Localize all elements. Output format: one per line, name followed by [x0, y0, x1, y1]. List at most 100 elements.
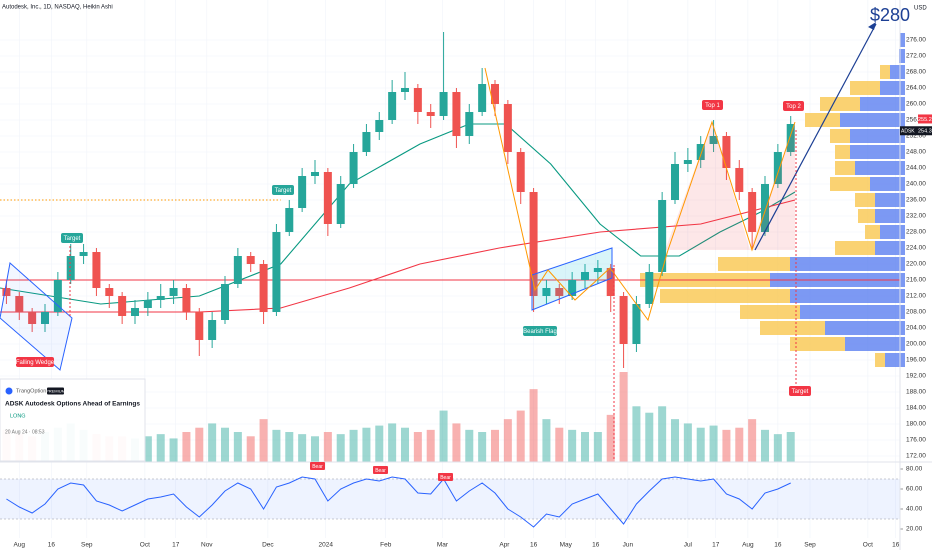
label-top-1: Top 1 — [702, 100, 723, 110]
candle-body — [362, 132, 371, 152]
idea-direction: LONG — [10, 413, 26, 419]
x-tick-label: 16 — [774, 542, 782, 549]
x-tick-label: 2024 — [318, 542, 333, 549]
candle-body — [285, 208, 294, 232]
avatar — [5, 387, 13, 395]
profile-sell — [850, 81, 880, 95]
y-tick-label: 268.00 — [906, 69, 926, 76]
y-tick-label: 208.00 — [906, 309, 926, 316]
profile-buy — [860, 97, 905, 111]
idea-card[interactable]: TrangOptions PREMIUM ADSK Autodesk Optio… — [0, 378, 146, 462]
profile-sell — [835, 145, 850, 159]
candle-body — [645, 272, 654, 304]
profile-sell — [858, 209, 875, 223]
y-tick-label: 260.00 — [906, 101, 926, 108]
price-tag — [918, 114, 932, 124]
label-box — [438, 473, 453, 481]
label-target: Target — [272, 185, 294, 195]
y-tick-label: 232.00 — [906, 213, 926, 220]
x-tick-label: Aug — [13, 542, 25, 549]
candle-body — [388, 92, 397, 120]
candle-body — [773, 152, 782, 184]
volume-bar — [606, 414, 615, 462]
double-top-left — [665, 122, 750, 250]
label-text: Target — [792, 389, 809, 395]
candle-body — [105, 288, 114, 296]
candle-body — [41, 312, 49, 324]
volume-bar — [478, 432, 487, 462]
candle-body — [143, 300, 152, 308]
label-text: Bearish Flag — [523, 329, 557, 335]
volume-bar — [568, 429, 577, 462]
y-tick-label: 252.00 — [906, 133, 926, 140]
volume-bar — [388, 423, 397, 462]
profile-buy — [875, 209, 905, 223]
candle-body — [529, 192, 538, 296]
profile-sell — [820, 97, 860, 111]
falling-wedge — [0, 262, 73, 371]
volume-bar — [362, 427, 371, 462]
volume-bar — [529, 389, 538, 462]
volume-bar — [311, 436, 319, 462]
x-tick-label: Sep — [81, 542, 93, 549]
profile-buy — [900, 33, 905, 47]
volume-bar — [182, 432, 191, 462]
candle-body — [503, 104, 512, 152]
profile-sell — [835, 241, 875, 255]
candle-body — [671, 164, 679, 200]
profile-buy — [850, 145, 905, 159]
candle-body — [233, 256, 242, 284]
profile-buy — [875, 193, 905, 207]
volume-bar — [658, 406, 667, 462]
volume-bar — [452, 423, 461, 462]
candle-body — [66, 256, 75, 280]
volume-bar — [786, 432, 795, 462]
price-tag-value: 254.31 — [918, 129, 932, 135]
candle-body — [568, 280, 577, 296]
volume-bar — [413, 432, 422, 462]
volume-bar — [143, 436, 152, 462]
volume-bar — [619, 372, 628, 462]
candle-body — [606, 268, 615, 296]
price-tag — [900, 126, 932, 136]
label-box — [373, 466, 388, 474]
candle-body — [311, 172, 319, 176]
candle-body — [735, 168, 744, 192]
label-text: Target — [275, 188, 292, 194]
volume-bar — [491, 429, 499, 462]
x-tick-label: Jun — [623, 542, 634, 549]
profile-buy — [875, 241, 905, 255]
profile-buy — [890, 65, 905, 79]
idea-author: TrangOptions — [16, 388, 49, 394]
rsi-line — [6, 476, 791, 528]
y-tick-label: 264.00 — [906, 85, 926, 92]
volume-bar — [375, 425, 384, 462]
candle-body — [259, 264, 268, 312]
profile-buy — [899, 49, 905, 63]
y-tick-label: 204.00 — [906, 325, 926, 332]
y-tick-label: 200.00 — [906, 341, 926, 348]
y-tick-label: 216.00 — [906, 277, 926, 284]
label-box — [16, 357, 54, 367]
profile-sell — [830, 177, 870, 191]
candle-body — [465, 112, 474, 136]
x-tick-label: Apr — [499, 542, 510, 549]
label-box — [272, 185, 294, 195]
x-tick-label: Mar — [437, 542, 449, 549]
candle-body — [491, 84, 499, 104]
profile-sell — [875, 353, 885, 367]
candle-body — [221, 284, 229, 320]
x-tick-label: 16 — [892, 542, 900, 549]
profile-sell — [740, 305, 800, 319]
bear-label: Bear — [438, 473, 453, 481]
volume-bar — [593, 432, 602, 462]
x-tick-label: Aug — [742, 542, 754, 549]
bear-label: Bear — [373, 466, 388, 474]
profile-buy — [880, 81, 905, 95]
label-text: Target — [64, 236, 81, 242]
candle-body — [632, 304, 641, 344]
volume-bar — [683, 423, 692, 462]
candle-body — [748, 192, 757, 232]
x-tick-label: Oct — [140, 542, 150, 549]
target-arrow — [754, 23, 877, 251]
